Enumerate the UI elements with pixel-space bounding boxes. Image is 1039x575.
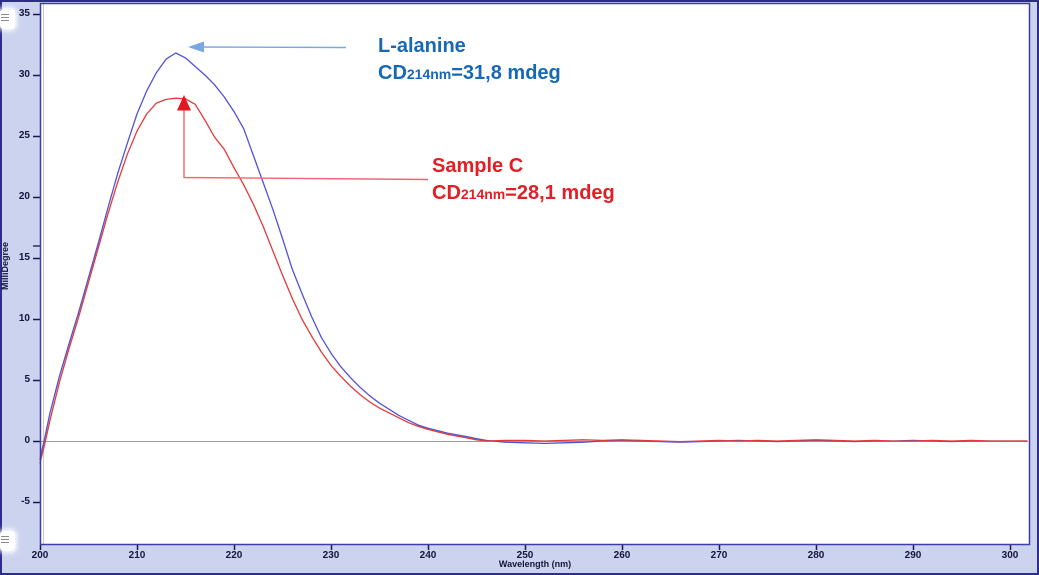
sample-c-arrow-line <box>183 104 429 181</box>
x-tick-label: 270 <box>710 550 728 561</box>
x-tick-label: 300 <box>1001 550 1019 561</box>
annotation-l-alanine-name: L-alanine <box>378 35 466 57</box>
y-tick-label: 20 <box>18 191 30 202</box>
annotation-l-alanine: L-alanine CD214nm=31,8 mdeg <box>378 33 561 88</box>
cd-prefix: CD <box>432 182 461 204</box>
cd-value: =28,1 mdeg <box>505 182 615 204</box>
x-tick-label: 280 <box>807 550 825 561</box>
x-tick-label: 210 <box>128 550 146 561</box>
scrollbar-handle-top[interactable] <box>0 9 15 29</box>
cd-subscript: 214nm <box>406 66 452 82</box>
y-tick-label: 25 <box>18 130 30 141</box>
x-tick-label: 230 <box>322 550 340 561</box>
y-tick-label: 5 <box>24 374 30 385</box>
annotation-sample-c: Sample C CD214nm=28,1 mdeg <box>432 153 615 208</box>
y-tick-label: 10 <box>18 313 30 324</box>
y-axis-title: MilliDegree <box>0 242 10 291</box>
cd-value: =31,8 mdeg <box>451 62 561 84</box>
annotation-sample-c-value: CD214nm=28,1 mdeg <box>432 180 615 208</box>
plot-border <box>39 2 1031 546</box>
y-tick-label: 35 <box>18 8 30 19</box>
sample-c-arrowhead <box>177 95 191 111</box>
x-tick-label: 220 <box>225 550 243 561</box>
x-tick-label: 240 <box>419 550 437 561</box>
curve-sample-c[interactable] <box>39 97 1028 464</box>
l-alanine-arrow-line <box>195 46 347 49</box>
annotation-l-alanine-value: CD214nm=31,8 mdeg <box>378 60 561 88</box>
x-tick-label: 200 <box>31 550 49 561</box>
l-alanine-arrowhead <box>188 41 204 53</box>
scrollbar-handle-bottom[interactable] <box>0 531 15 551</box>
y-tick-label: 30 <box>18 69 30 80</box>
x-tick-label: 260 <box>613 550 631 561</box>
plot-area[interactable] <box>40 3 1030 545</box>
x-tick-label: 250 <box>516 550 534 561</box>
y-tick-label: -5 <box>21 496 30 507</box>
x-tick-label: 290 <box>904 550 922 561</box>
x-axis-title: Wavelength (nm) <box>498 559 572 569</box>
y-tick-label: 0 <box>24 435 30 446</box>
cd-subscript: 214nm <box>460 186 506 202</box>
y-tick-label: 15 <box>18 252 30 263</box>
cd-prefix: CD <box>378 62 407 84</box>
annotation-sample-c-name: Sample C <box>432 155 524 177</box>
